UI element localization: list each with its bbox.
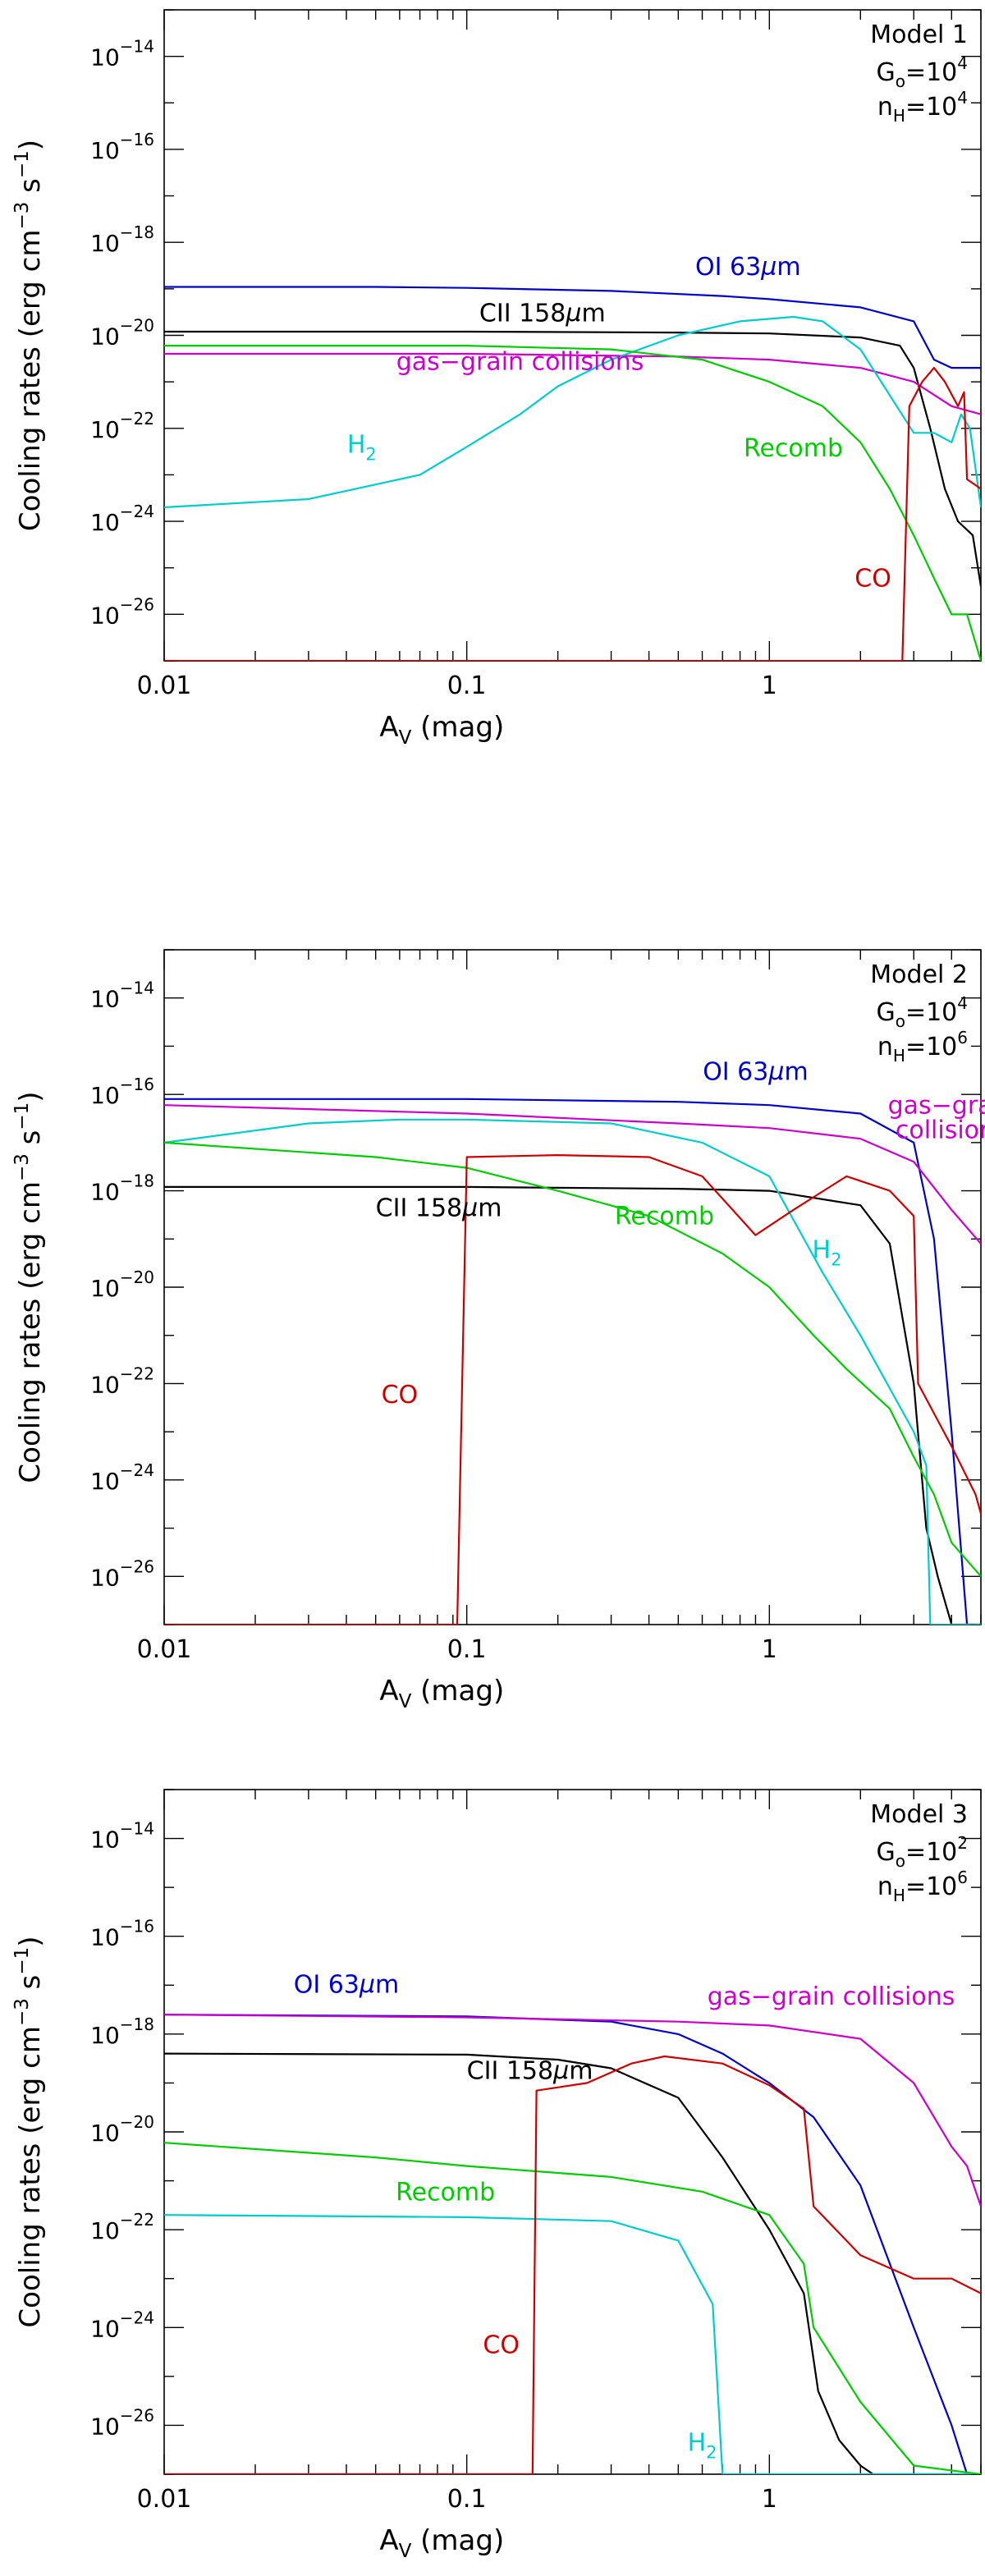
model-nh: nH=106 xyxy=(877,1028,968,1066)
series-line-recomb xyxy=(164,1141,981,1578)
plot-frame xyxy=(163,949,982,1625)
series-label-line2: collisions xyxy=(896,1116,985,1145)
plot-frame xyxy=(163,9,982,662)
model-go: Go=104 xyxy=(876,53,968,91)
chart-panel-2: 0.01 0.1 1 10−26 10−24 10−22 10−20 10−18 10−16 10… xyxy=(11,949,985,1712)
series-line-oi-63-m xyxy=(164,1098,981,1625)
series-label-co: CO xyxy=(483,2331,520,2359)
y-tick-label: 10−16 xyxy=(90,1075,154,1109)
series-group xyxy=(164,2014,981,2474)
y-axis-label: Cooling rates (erg cm−3 s−1) xyxy=(11,1936,47,2327)
series-line-h2 xyxy=(164,315,981,509)
series-label-oi-63-m: OI 63µm xyxy=(703,1057,809,1086)
series-line-co xyxy=(164,367,981,661)
model-name: Model 2 xyxy=(870,960,968,989)
series-line-cii-158-m xyxy=(164,330,981,587)
series-label-cii-158-m: CII 158µm xyxy=(376,1194,502,1222)
y-tick-label: 10−24 xyxy=(90,502,154,536)
series-label-h2: H2 xyxy=(813,1236,842,1270)
series-label-gas-grain-collisions: gas−grain xyxy=(888,1092,985,1121)
y-tick-label: 10−18 xyxy=(90,222,154,257)
series-line-cii-158-m xyxy=(164,2052,981,2474)
x-tick-label: 0.1 xyxy=(447,1635,487,1664)
y-tick-label: 10−24 xyxy=(90,1460,154,1495)
y-tick-label: 10−18 xyxy=(90,2015,154,2049)
x-axis-label: AV (mag) xyxy=(379,1675,504,1712)
y-tick-label: 10−26 xyxy=(90,1556,154,1591)
y-tick-label: 10−18 xyxy=(90,1171,154,1206)
y-tick-label: 10−24 xyxy=(90,2308,154,2342)
series-line-h2 xyxy=(164,1118,981,1625)
x-tick-label: 1 xyxy=(762,2485,777,2514)
plot-frame xyxy=(163,1789,982,2475)
y-tick-label: 10−22 xyxy=(90,2210,154,2244)
model-name: Model 3 xyxy=(870,1800,968,1829)
series-label-gas-grain-collisions: gas−grain collisions xyxy=(396,348,644,377)
x-tick-label: 1 xyxy=(762,1635,777,1664)
series-line-recomb xyxy=(164,2142,981,2474)
series-label-recomb: Recomb xyxy=(396,2178,495,2207)
series-line-cii-158-m xyxy=(164,1185,981,1625)
y-tick-label: 10−22 xyxy=(90,1364,154,1398)
series-label-recomb: Recomb xyxy=(615,1203,714,1231)
y-tick-label: 10−26 xyxy=(90,594,154,629)
series-label-h2: H2 xyxy=(688,2429,717,2463)
series-label-co: CO xyxy=(382,1381,419,1409)
y-tick-label: 10−14 xyxy=(90,979,154,1013)
series-label-co: CO xyxy=(854,564,891,593)
series-line-co xyxy=(164,2055,981,2474)
series-label-oi-63-m: OI 63µm xyxy=(695,253,801,282)
y-tick-label: 10−20 xyxy=(90,1267,154,1302)
y-tick-label: 10−22 xyxy=(90,409,154,443)
x-tick-label: 0.01 xyxy=(137,1635,192,1664)
y-tick-label: 10−14 xyxy=(90,37,154,71)
y-tick-label: 10−14 xyxy=(90,1819,154,1854)
y-axis-label: Cooling rates (erg cm−3 s−1) xyxy=(11,1091,47,1483)
y-tick-label: 10−20 xyxy=(90,316,154,351)
x-tick-label: 1 xyxy=(762,672,777,700)
x-tick-label: 0.01 xyxy=(137,672,192,700)
series-line-gas-grain-collisions xyxy=(164,352,981,415)
series-line-gas-grain-collisions xyxy=(164,1104,981,1244)
model-go: Go=102 xyxy=(876,1833,968,1871)
series-label-recomb: Recomb xyxy=(744,434,843,463)
y-tick-label: 10−26 xyxy=(90,2405,154,2440)
y-tick-label: 10−16 xyxy=(90,1917,154,1951)
x-axis-label: AV (mag) xyxy=(379,711,504,749)
model-name: Model 1 xyxy=(870,21,968,49)
x-tick-label: 0.1 xyxy=(447,672,487,700)
series-group xyxy=(164,286,981,661)
series-line-recomb xyxy=(164,345,981,661)
series-group xyxy=(164,1098,981,1625)
series-label-cii-158-m: CII 158µm xyxy=(467,2057,593,2086)
model-nh: nH=106 xyxy=(877,1868,968,1905)
model-go: Go=104 xyxy=(876,993,968,1031)
x-tick-label: 0.01 xyxy=(137,2485,192,2514)
x-axis-label: AV (mag) xyxy=(379,2524,504,2562)
series-label-gas-grain-collisions: gas−grain collisions xyxy=(708,1982,955,2011)
chart-panel-1: 0.01 0.1 1 10−26 10−24 10−22 10−20 10−18 10−16 10… xyxy=(11,9,982,749)
series-label-oi-63-m: OI 63µm xyxy=(294,1971,400,2000)
series-label-h2: H2 xyxy=(347,430,377,464)
y-tick-label: 10−20 xyxy=(90,2112,154,2147)
model-nh: nH=104 xyxy=(877,88,968,126)
y-axis-label: Cooling rates (erg cm−3 s−1) xyxy=(11,140,47,531)
chart-panel-3: 0.01 0.1 1 10−26 10−24 10−22 10−20 10−18 10−16 10… xyxy=(11,1789,982,2562)
y-tick-label: 10−16 xyxy=(90,130,154,164)
x-tick-label: 0.1 xyxy=(447,2485,487,2514)
series-label-cii-158-m: CII 158µm xyxy=(479,299,606,328)
series-line-co xyxy=(164,1154,981,1625)
series-line-h2 xyxy=(164,2214,981,2474)
series-line-gas-grain-collisions xyxy=(164,2014,981,2207)
series-line-oi-63-m xyxy=(164,286,981,369)
